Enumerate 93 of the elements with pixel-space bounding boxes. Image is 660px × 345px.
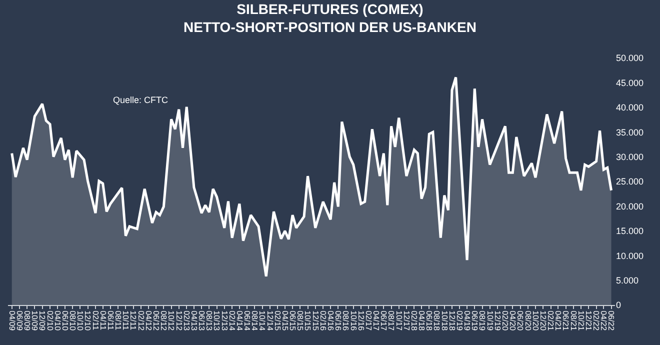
x-tick-label: 06/15 (288, 310, 297, 332)
x-tick-label: 10/11 (121, 310, 130, 331)
x-tick-label: 04/19 (462, 310, 472, 332)
chart-title: SILBER-FUTURES (COMEX) NETTO-SHORT-POSITION DER US-BANKEN (184, 0, 476, 35)
x-tick-label: 04/16 (326, 310, 335, 332)
x-tick-label: 06/21 (561, 310, 570, 332)
x-tick-label: 12/12 (174, 310, 184, 332)
y-tick-label: 30.000 (616, 152, 644, 162)
y-tick-label: 0 (616, 300, 622, 310)
x-tick-label: 08/19 (478, 310, 487, 332)
x-tick-label: 06/20 (516, 310, 525, 332)
x-tick-label: 06/17 (379, 310, 388, 332)
x-tick-label: 06/16 (334, 310, 343, 332)
x-tick-label: 12/15 (310, 310, 320, 332)
x-tick-label: 02/14 (228, 310, 236, 332)
x-tick-label: 06/13 (196, 310, 206, 332)
y-tick-label: 10.000 (616, 250, 644, 261)
x-tick-label: 06/12 (151, 310, 160, 332)
y-tick-label: 5.000 (616, 275, 639, 286)
x-tick-label: 06/09 (14, 310, 24, 332)
x-tick-label: 12/11 (128, 310, 138, 331)
x-tick-label: 08/11 (113, 310, 122, 331)
x-tick-label: 10/12 (166, 310, 176, 332)
x-tick-label: 08/12 (159, 310, 168, 332)
x-tick-label: 04/15 (280, 310, 290, 332)
x-tick-label: 10/13 (212, 310, 222, 332)
y-tick-label: 35.000 (616, 127, 644, 138)
x-tick-label: 08/18 (432, 310, 442, 332)
x-tick-label: 10/18 (440, 310, 449, 332)
x-tick-label: 04/10 (52, 310, 62, 332)
x-tick-label: 08/14 (250, 310, 260, 332)
x-tick-label: 04/14 (234, 310, 244, 332)
x-tick-label: 10/09 (30, 310, 40, 332)
y-tick-label: 25.000 (616, 176, 644, 187)
x-tick-label: 04/22 (599, 310, 608, 332)
x-tick-label: 12/14 (265, 310, 274, 332)
x-tick-label: 12/09 (38, 310, 47, 332)
x-tick-label: 12/19 (492, 310, 502, 332)
x-tick-label: 12/21 (584, 310, 593, 332)
x-tick-label: 10/16 (348, 310, 358, 332)
x-tick-label: 04/09 (7, 310, 16, 332)
x-tick-label: 04/21 (554, 310, 563, 332)
x-tick-label: 12/18 (447, 310, 456, 332)
x-tick-label: 04/12 (144, 310, 153, 332)
x-tick-label: 08/09 (22, 310, 32, 332)
x-tick-label: 04/17 (371, 310, 380, 332)
y-tick-label: 40.000 (616, 102, 644, 113)
x-tick-label: 02/17 (364, 310, 374, 332)
x-tick-label: 10/21 (576, 310, 586, 332)
x-tick-label: 08/21 (568, 310, 578, 332)
x-tick-label: 02/16 (318, 310, 328, 332)
x-tick-label: 04/18 (416, 310, 426, 332)
x-tick-label: 04/11 (98, 310, 108, 331)
x-tick-label: 06/22 (606, 310, 616, 332)
x-tick-label: 02/10 (45, 310, 54, 332)
x-tick-label: 08/13 (204, 310, 214, 332)
x-tick-label: 02/22 (592, 310, 601, 332)
x-tick-label: 10/10 (76, 310, 85, 332)
x-tick-label: 04/13 (189, 310, 198, 332)
x-tick-label: 10/20 (530, 310, 540, 332)
x-tick-label: 10/14 (258, 310, 267, 332)
x-tick-label: 12/10 (83, 310, 92, 332)
x-tick-label: 06/18 (424, 310, 434, 332)
x-tick-label: 10/17 (394, 310, 404, 332)
x-tick-label: 02/11 (90, 310, 100, 331)
x-tick-label: 12/13 (220, 310, 229, 332)
x-tick-label: 08/10 (68, 310, 77, 332)
x-tick-label: 02/12 (136, 310, 146, 332)
x-tick-label: 04/20 (508, 310, 518, 332)
x-tick-label: 12/17 (402, 310, 411, 332)
x-tick-label: 02/18 (410, 310, 419, 332)
x-tick-label: 02/19 (455, 310, 464, 332)
x-tick-label: 02/13 (182, 310, 192, 332)
x-tick-label: 08/20 (523, 310, 532, 332)
y-tick-label: 50.000 (616, 53, 644, 64)
x-tick-label: 12/16 (356, 310, 366, 332)
x-tick-label: 08/17 (386, 310, 396, 332)
x-tick-label: 08/15 (296, 310, 305, 332)
x-tick-label: 06/14 (242, 310, 252, 332)
x-tick-label: 08/16 (341, 310, 350, 332)
x-tick-label: 10/19 (485, 310, 494, 332)
y-tick-label: 45.000 (616, 78, 644, 88)
x-tick-label: 10/15 (303, 310, 312, 332)
y-tick-label: 15.000 (616, 226, 644, 236)
annotation: Quelle: CFTC (113, 95, 169, 105)
x-tick-label: 02/21 (546, 310, 556, 332)
x-tick-label: 12/20 (538, 310, 548, 332)
y-tick-label: 20.000 (616, 201, 644, 212)
x-tick-label: 06/10 (60, 310, 70, 332)
x-tick-label: 06/11 (106, 310, 115, 331)
x-tick-label: 02/15 (273, 310, 282, 332)
x-tick-label: 06/19 (470, 310, 480, 332)
x-tick-label: 02/20 (500, 310, 510, 332)
